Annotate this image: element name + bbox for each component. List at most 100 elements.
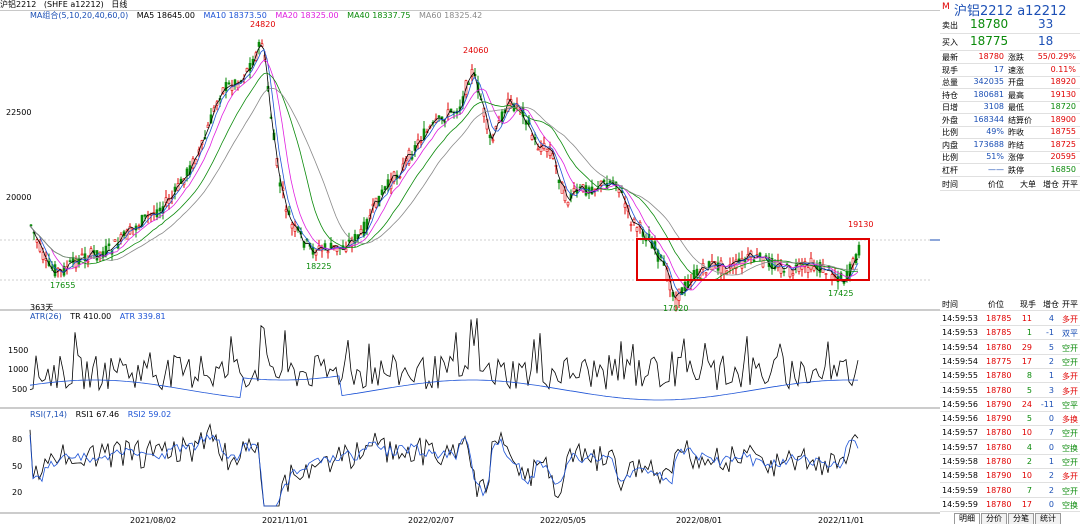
candle-body [695,268,699,276]
trade-type: 空开 [1062,357,1078,367]
stat-row: 持仓 180681 最高 19130 [940,89,1080,102]
candle-body [674,298,678,308]
buy-row: 买入 18775 18 [940,34,1080,51]
candle-body [629,224,633,226]
stat-label: 总量 [942,78,958,87]
stat-label: 比例 [942,153,958,162]
stat-label-2: 速涨 [1008,65,1024,75]
stat-row: 日增 3108 最低 18720 [940,101,1080,114]
candle-body [383,186,387,190]
trade-row[interactable]: 14:59:53 18785 1 -1 双平 [940,326,1080,341]
trade-row[interactable]: 14:59:59 18780 7 2 空开 [940,484,1080,498]
detail-tabs: 明细 分价 分笔 统计 [954,513,1062,524]
trade-row[interactable]: 14:59:57 18780 10 7 空开 [940,426,1080,441]
candle-body [785,263,789,266]
tab-ticks[interactable]: 分笔 [1008,513,1034,524]
trade-time: 14:59:56 [942,399,978,409]
rsi2-line [29,433,859,507]
trade-volume: 11 [1021,314,1032,323]
trade-volume: 10 [1021,428,1032,438]
trade-price: 18780 [986,342,1012,352]
trade-volume: 7 [1026,485,1032,495]
stat-label: 最新 [942,53,958,62]
stat-label-2: 最高 [1008,90,1024,100]
candle-body [53,264,57,277]
panel-title: 沪铝2212 a12212 [954,4,1067,19]
tick-header-vol: 大单 [1020,180,1036,189]
trade-row[interactable]: 14:59:59 18780 17 0 空换 [940,498,1080,512]
trade-row[interactable]: 14:59:58 18780 2 1 空开 [940,455,1080,469]
ma-legend: MA组合(5,10,20,40,60,0) MA5 18645.00 MA10 … [30,11,488,21]
tab-detail[interactable]: 明细 [954,513,980,524]
sell-price[interactable]: 18780 [970,17,1009,31]
trade-type: 空开 [1062,486,1078,496]
trade-oi: -11 [1040,399,1054,409]
trade-header-vol: 现手 [1020,300,1036,309]
stat-value: 168344 [973,114,1004,124]
sell-volume: 33 [1038,17,1054,31]
candle-body [380,189,384,195]
x-date-label: 2022/08/01 [676,516,723,525]
ma-line-5 [29,44,859,299]
trade-row[interactable]: 14:59:56 18790 24 -11 空平 [940,398,1080,412]
symbol-label[interactable]: 沪铝2212 [0,0,37,9]
trade-type: 空开 [1062,458,1078,467]
trade-row[interactable]: 14:59:55 18780 5 3 多开 [940,384,1080,398]
chart-area[interactable]: MA组合(5,10,20,40,60,0) MA5 18645.00 MA10 … [0,10,941,525]
trade-oi: 5 [1048,342,1054,352]
low-label-17655: 17655 [50,281,76,290]
candle-body [557,179,561,184]
trade-oi: 2 [1048,471,1054,481]
trade-row[interactable]: 14:59:57 18780 4 0 空换 [940,441,1080,455]
trade-row[interactable]: 14:59:56 18790 5 0 多换 [940,412,1080,427]
stat-value: —— [988,164,1004,174]
trade-volume: 10 [1021,471,1032,481]
trade-price: 18780 [986,371,1012,381]
stat-label: 外盘 [942,115,958,125]
candle-body [467,83,471,85]
kline-chart-svg[interactable] [0,10,940,514]
trade-time: 14:59:53 [942,328,978,338]
ma-legend-title: MA组合(5,10,20,40,60,0) [30,11,129,20]
trade-row[interactable]: 14:59:53 18785 11 4 多开 [940,312,1080,326]
period-label[interactable]: 日线 [111,0,128,9]
ma10-value: MA10 18373.50 [203,11,267,20]
trade-price: 18780 [986,385,1012,395]
candle-body [623,203,627,208]
tab-stats[interactable]: 统计 [1035,513,1061,524]
trade-price: 18790 [986,399,1012,409]
candle-body [113,239,117,242]
stat-value: 51% [986,152,1004,161]
candle-body [812,266,816,271]
sell-label: 卖出 [942,21,958,30]
trade-type: 空开 [1062,429,1078,439]
stat-value: 3108 [983,102,1004,111]
trade-volume: 24 [1021,399,1032,409]
x-date-label: 2022/05/05 [540,516,587,525]
candle-body [284,209,288,212]
candle-body [326,251,330,254]
stat-row: 内盘 173688 昨结 18725 [940,139,1080,152]
ma60-value: MA60 18325.42 [419,11,483,20]
candle-body [605,182,609,189]
tab-price-dist[interactable]: 分价 [981,513,1007,524]
trade-time: 14:59:56 [942,414,978,424]
trade-row[interactable]: 14:59:55 18780 8 1 多开 [940,369,1080,384]
trade-price: 18780 [986,499,1012,509]
stat-label-2: 结算价 [1008,115,1032,125]
candle-body [374,197,378,208]
trade-time: 14:59:57 [942,442,978,452]
candle-body [41,251,45,260]
buy-price[interactable]: 18775 [970,34,1009,48]
x-date-label: 2022/11/01 [818,516,865,525]
trade-row[interactable]: 14:59:54 18780 29 5 空开 [940,341,1080,355]
stat-value: 173688 [973,139,1004,149]
candle-body [782,270,786,273]
trade-row[interactable]: 14:59:54 18775 17 2 空开 [940,355,1080,369]
trade-row[interactable]: 14:59:58 18790 10 2 多开 [940,469,1080,484]
ma20-value: MA20 18325.00 [275,11,339,20]
stat-value-2: 0.11% [1050,64,1076,74]
x-date-label: 2022/02/07 [408,516,455,525]
trade-type: 多开 [1062,372,1078,382]
trade-type: 多换 [1062,415,1078,425]
